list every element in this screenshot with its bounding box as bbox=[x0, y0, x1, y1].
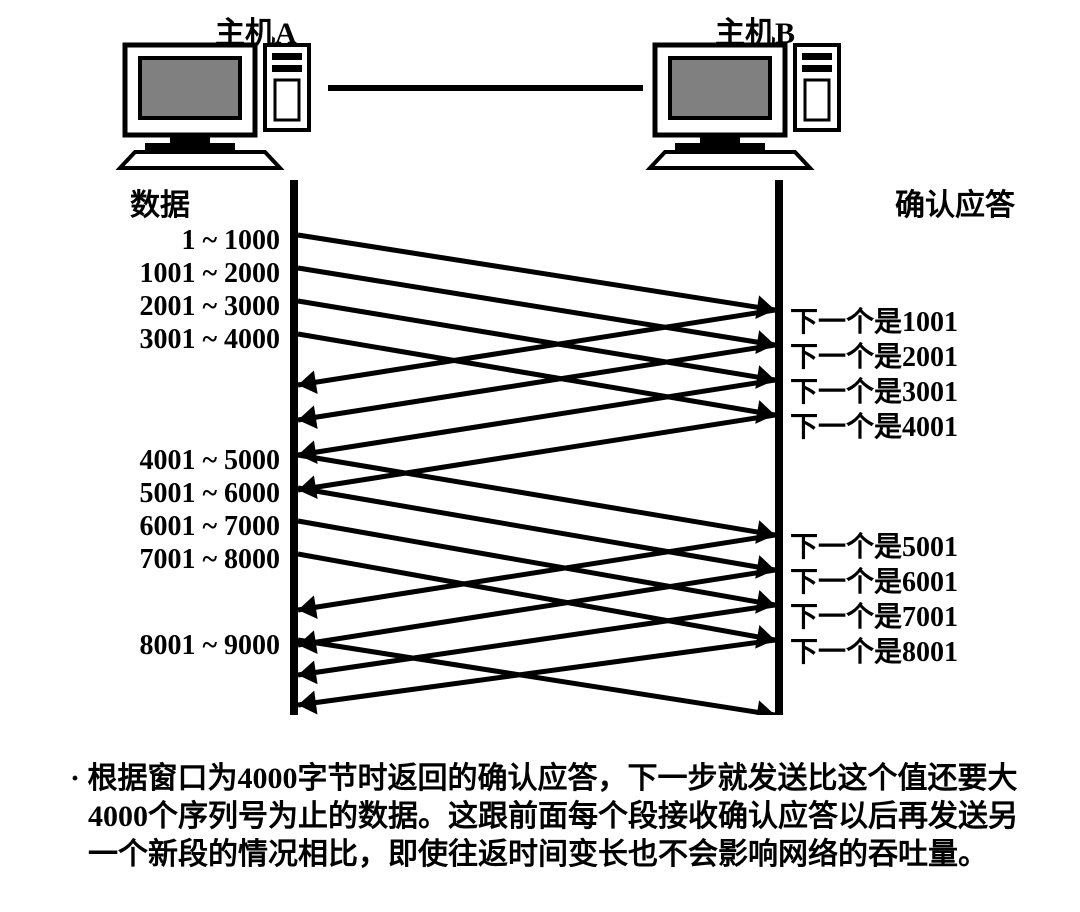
data-section-label: 数据 bbox=[130, 180, 190, 224]
data-segment-label: 3001 ~ 4000 bbox=[115, 324, 280, 356]
data-segment-label: 4001 ~ 5000 bbox=[115, 445, 280, 477]
host-a-icon bbox=[110, 40, 330, 170]
ack-label: 下一个是7001 bbox=[790, 595, 958, 635]
network-link bbox=[328, 85, 643, 91]
ack-label: 下一个是2001 bbox=[790, 335, 958, 375]
data-segment-label: 6001 ~ 7000 bbox=[115, 511, 280, 543]
ack-section-label: 确认应答 bbox=[895, 180, 1015, 224]
ack-label: 下一个是1001 bbox=[790, 300, 958, 340]
data-segment-label: 2001 ~ 3000 bbox=[115, 291, 280, 323]
page: 主机A 主机B bbox=[0, 0, 1080, 912]
ack-label: 下一个是5001 bbox=[790, 525, 958, 565]
sequence-arrows bbox=[290, 180, 783, 715]
caption-text: · 根据窗口为4000字节时返回的确认应答，下一步就发送比这个值还要大4000个… bbox=[70, 760, 1028, 874]
data-segment-label: 7001 ~ 8000 bbox=[115, 544, 280, 576]
data-segment-label: 1001 ~ 2000 bbox=[115, 258, 280, 290]
host-b-icon bbox=[640, 40, 860, 170]
data-segment-label: 8001 ~ 9000 bbox=[115, 630, 280, 662]
data-segment-label: 1 ~ 1000 bbox=[115, 225, 280, 257]
hosts-row: 主机A 主机B bbox=[0, 0, 1080, 170]
data-segment-label: 5001 ~ 6000 bbox=[115, 478, 280, 510]
ack-label: 下一个是4001 bbox=[790, 405, 958, 445]
ack-label: 下一个是8001 bbox=[790, 630, 958, 670]
ack-label: 下一个是6001 bbox=[790, 560, 958, 600]
ack-label: 下一个是3001 bbox=[790, 370, 958, 410]
